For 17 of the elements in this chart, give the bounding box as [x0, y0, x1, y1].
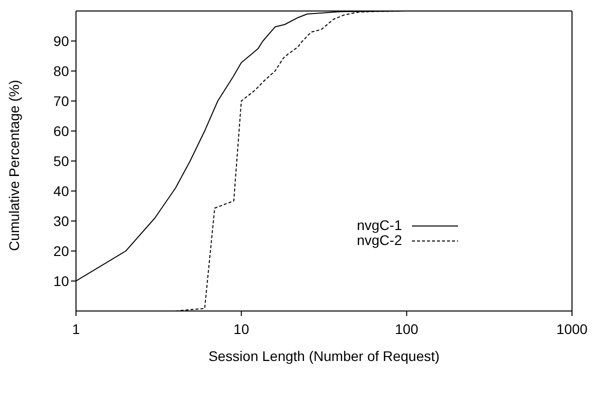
y-tick-label: 50 [53, 152, 70, 169]
legend-label: nvgC-2 [356, 232, 402, 248]
x-tick-label: 1 [72, 320, 80, 337]
legend-label: nvgC-1 [356, 217, 402, 233]
y-tick-label: 40 [53, 182, 70, 199]
y-axis-title: Cumulative Percentage (%) [6, 80, 22, 251]
y-tick-label: 90 [53, 32, 70, 49]
x-tick-label: 10 [234, 320, 250, 337]
y-tick-label: 10 [53, 272, 70, 289]
y-tick-label: 60 [53, 122, 70, 139]
y-tick-label: 20 [53, 242, 70, 259]
x-tick-label: 100 [394, 320, 419, 337]
y-tick-label: 80 [53, 62, 70, 79]
x-tick-label: 1000 [556, 320, 588, 337]
y-tick-label: 30 [53, 212, 70, 229]
x-axis-title: Session Length (Number of Request) [208, 348, 440, 364]
y-tick-label: 70 [53, 92, 70, 109]
